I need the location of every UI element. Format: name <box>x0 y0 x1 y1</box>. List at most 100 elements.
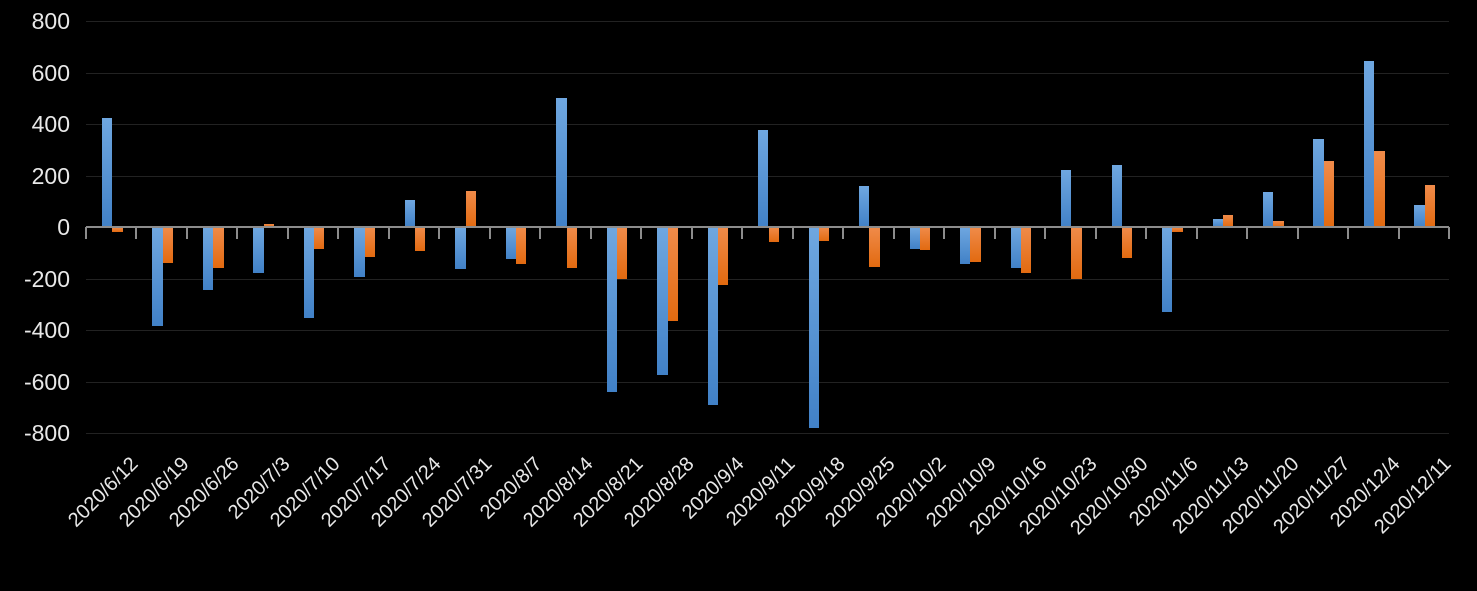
orange-series-bar <box>1323 160 1335 227</box>
orange-series-bar <box>1374 151 1385 227</box>
axis-tick <box>539 227 542 239</box>
orange-series-bar <box>1121 227 1133 258</box>
orange-series-bar <box>213 227 224 269</box>
blue-series-bar <box>152 227 163 327</box>
axis-tick <box>1347 227 1350 239</box>
blue-series-bar <box>1111 165 1122 227</box>
axis-tick <box>640 227 643 239</box>
blue-series-bar <box>1162 227 1173 312</box>
blue-series-bar <box>101 117 113 227</box>
y-axis-label: 600 <box>31 59 70 86</box>
axis-tick <box>85 227 87 239</box>
orange-series-bar <box>516 227 527 265</box>
orange-series-bar <box>314 227 325 249</box>
blue-series-bar <box>354 227 365 278</box>
y-axis-label: -400 <box>23 317 70 343</box>
axis-tick <box>842 227 845 239</box>
axis-tick <box>589 227 592 239</box>
gridline <box>86 278 1449 280</box>
y-axis-label: -600 <box>23 368 70 395</box>
orange-series-bar <box>768 227 779 243</box>
axis-tick <box>1397 227 1400 239</box>
axis-tick <box>1044 227 1047 239</box>
blue-series-bar <box>455 227 466 270</box>
axis-tick <box>1145 227 1148 239</box>
axis-tick <box>1094 227 1097 239</box>
orange-series-bar <box>818 227 830 242</box>
y-axis-label: -800 <box>23 420 70 446</box>
blue-series-bar <box>1010 227 1021 269</box>
blue-series-bar <box>303 227 315 319</box>
orange-series-bar <box>1020 227 1032 274</box>
blue-series-bar <box>859 185 870 227</box>
blue-series-bar <box>758 130 769 227</box>
orange-series-bar <box>112 227 123 233</box>
blue-series-bar <box>657 227 668 376</box>
x-axis-line <box>86 226 1449 228</box>
blue-series-bar <box>505 227 517 260</box>
blue-series-bar <box>202 227 214 291</box>
blue-series-bar <box>1212 219 1223 227</box>
y-axis-label: 200 <box>31 162 70 189</box>
y-axis-label: 400 <box>31 111 70 137</box>
blue-series-bar <box>1414 205 1425 227</box>
axis-tick <box>185 227 188 239</box>
axis-tick <box>791 227 794 239</box>
blue-series-bar <box>1313 139 1324 227</box>
axis-tick <box>488 227 491 239</box>
blue-series-bar <box>707 227 718 405</box>
axis-tick <box>387 227 390 239</box>
blue-series-bar <box>1263 192 1274 227</box>
y-axis-label: 800 <box>31 8 70 34</box>
axis-tick <box>1296 227 1299 239</box>
orange-series-bar <box>718 227 729 285</box>
orange-series-bar <box>1424 184 1436 227</box>
orange-series-bar <box>1172 227 1183 233</box>
axis-tick <box>892 227 895 239</box>
axis-tick <box>1195 227 1198 239</box>
orange-series-bar <box>617 227 628 279</box>
blue-series-bar <box>808 227 819 428</box>
blue-series-bar <box>1061 170 1072 227</box>
axis-tick <box>337 227 340 239</box>
orange-series-bar <box>1071 227 1082 279</box>
orange-series-bar <box>263 224 274 227</box>
orange-series-bar <box>667 227 678 321</box>
orange-series-bar <box>919 227 931 251</box>
y-axis-label: -200 <box>23 265 70 292</box>
orange-series-bar <box>465 190 476 227</box>
gridline <box>86 21 1449 22</box>
orange-series-bar <box>566 227 577 269</box>
blue-series-bar <box>1363 60 1375 227</box>
axis-tick <box>690 227 693 239</box>
orange-series-bar <box>869 227 880 267</box>
gridline <box>86 124 1449 125</box>
gridline <box>86 433 1449 434</box>
orange-series-bar <box>1222 214 1234 227</box>
axis-tick <box>993 227 996 239</box>
orange-series-bar <box>162 227 174 264</box>
axis-tick <box>236 227 239 239</box>
blue-series-bar <box>960 227 971 265</box>
blue-series-bar <box>404 199 416 227</box>
blue-series-bar <box>606 227 618 392</box>
blue-series-bar <box>556 98 567 227</box>
orange-series-bar <box>1273 220 1284 227</box>
gridline <box>86 381 1449 383</box>
axis-tick <box>135 227 138 239</box>
axis-tick <box>1246 227 1249 239</box>
blue-series-bar <box>253 227 264 274</box>
blue-series-bar <box>909 227 920 249</box>
y-axis-label: 0 <box>57 214 70 240</box>
axis-tick <box>438 227 441 239</box>
axis-tick <box>741 227 744 239</box>
orange-series-bar <box>364 227 375 257</box>
gridline <box>86 72 1449 74</box>
orange-series-bar <box>970 227 981 262</box>
gridline <box>86 330 1449 331</box>
axis-tick <box>943 227 946 239</box>
orange-series-bar <box>415 227 426 252</box>
axis-tick <box>1448 227 1450 239</box>
axis-tick <box>286 227 289 239</box>
